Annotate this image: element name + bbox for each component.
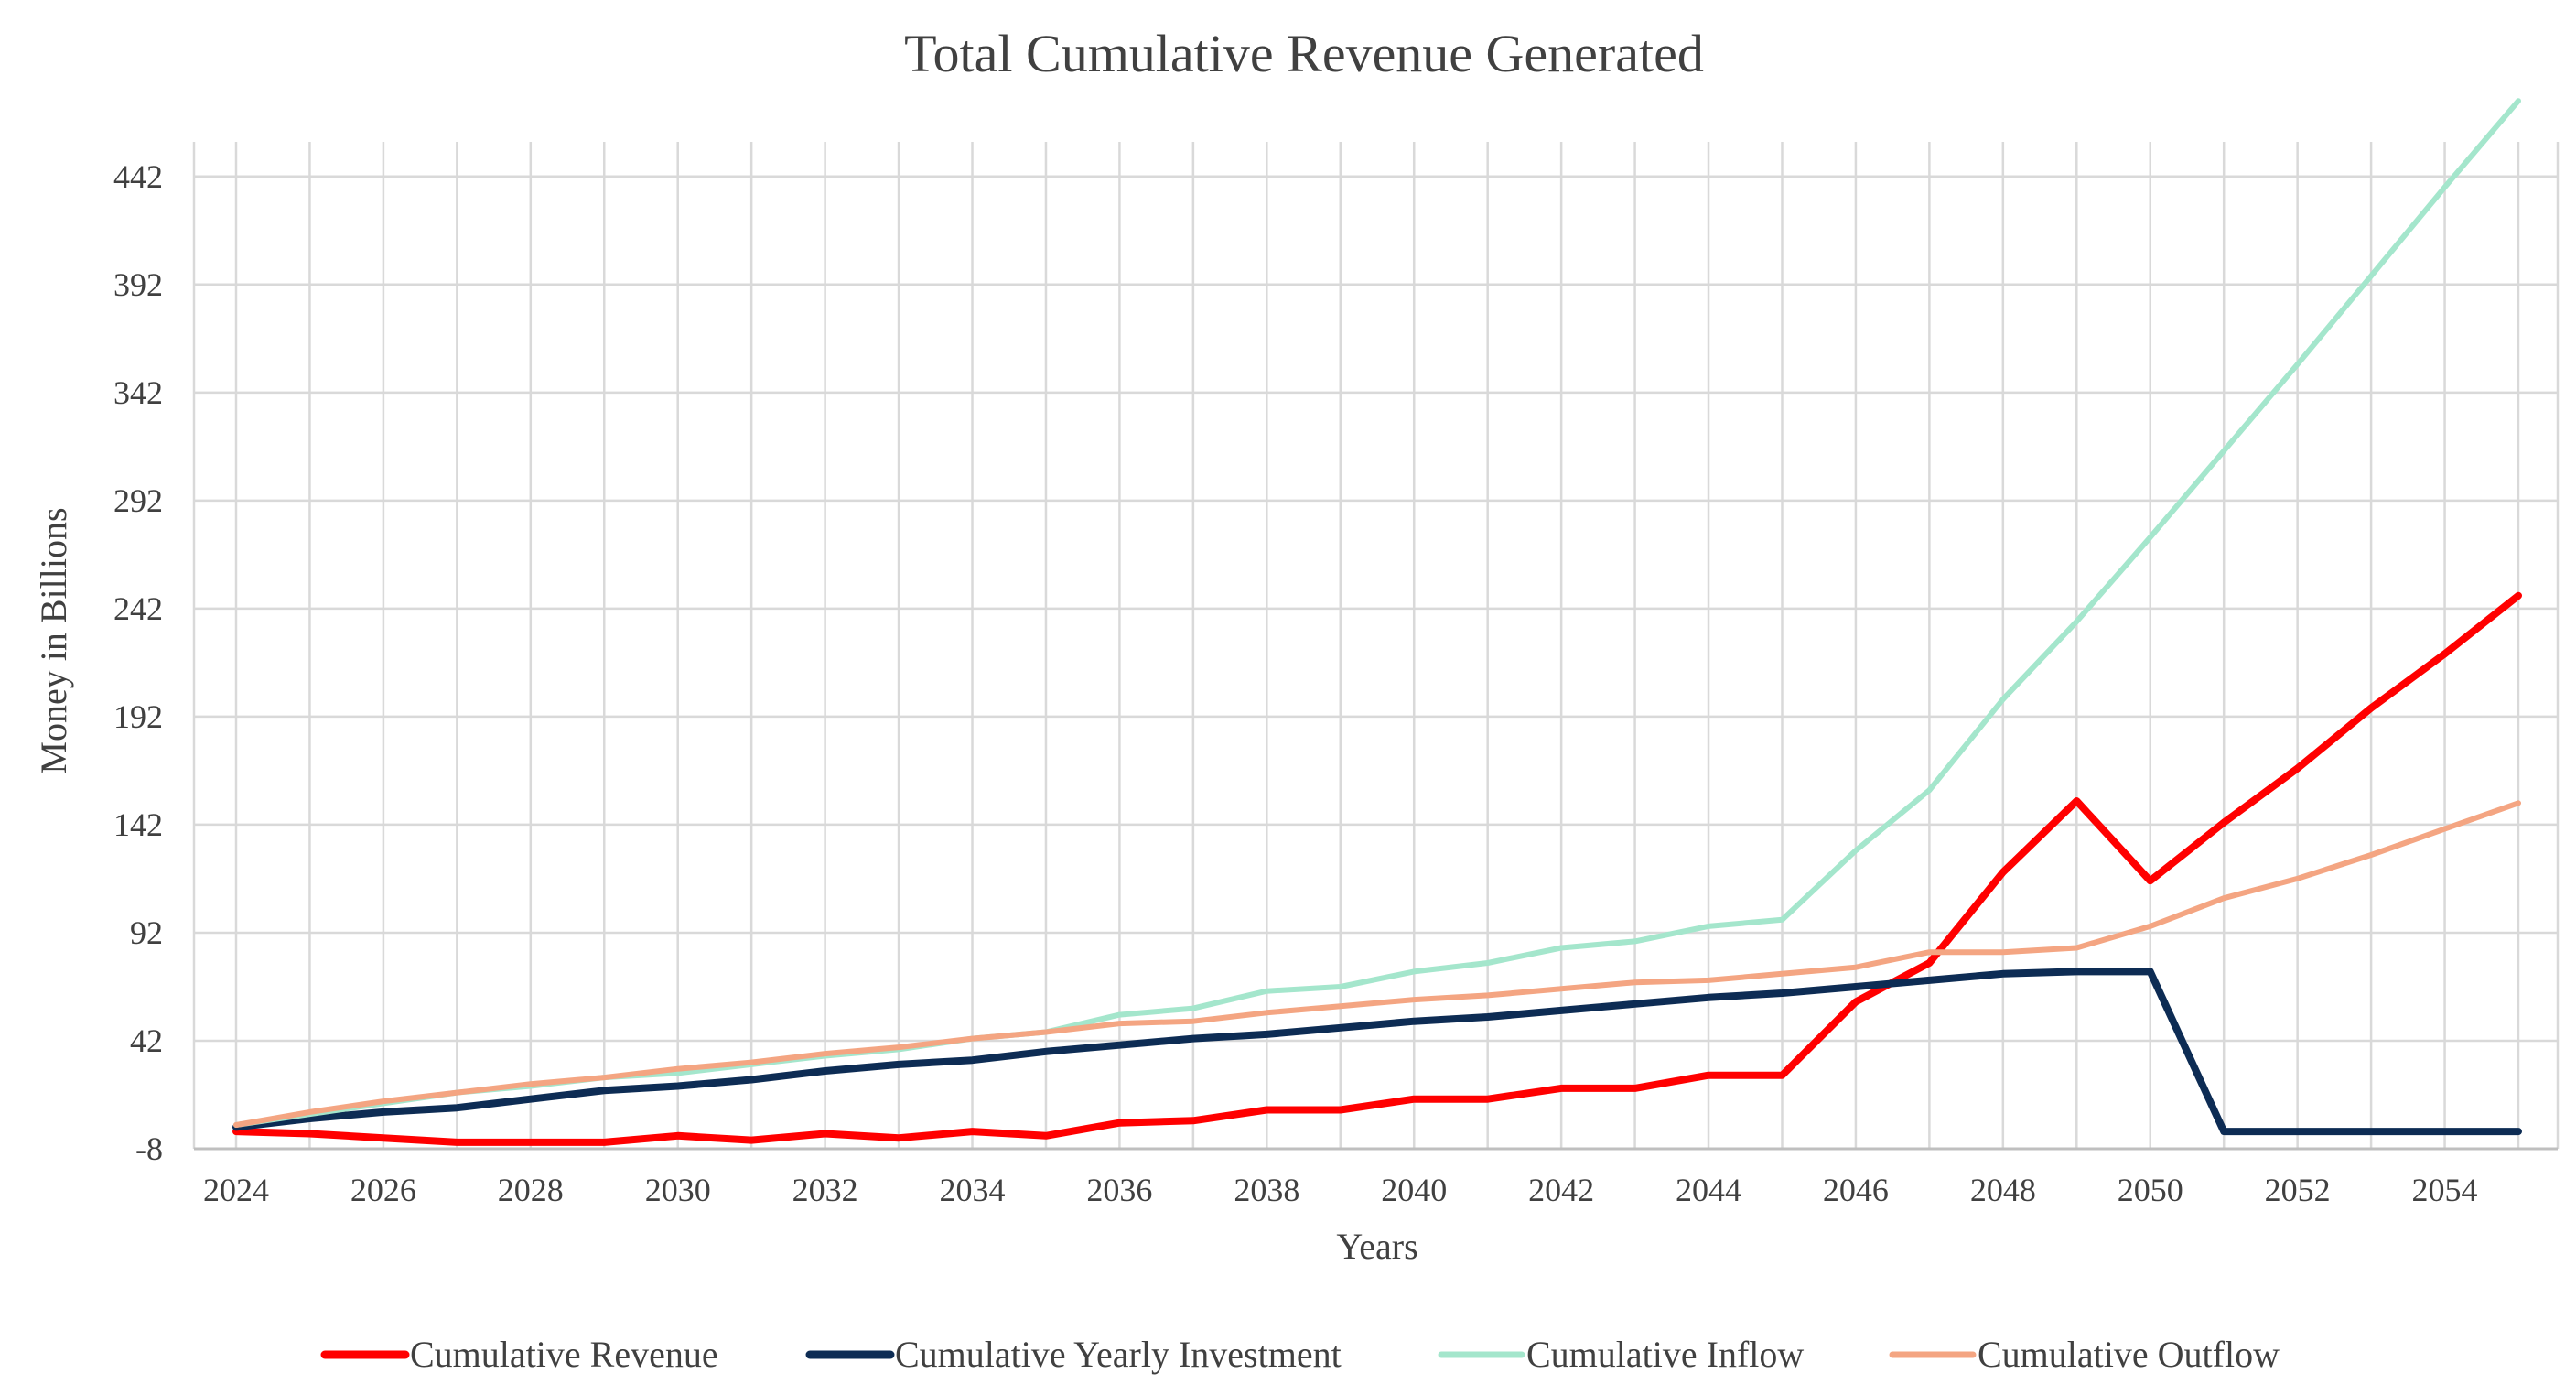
x-tick-label: 2034 <box>940 1172 1006 1208</box>
legend-label: Cumulative Outflow <box>1978 1334 2280 1375</box>
x-tick-label: 2028 <box>498 1172 564 1208</box>
x-tick-label: 2042 <box>1528 1172 1594 1208</box>
x-tick-label: 2036 <box>1086 1172 1152 1208</box>
x-tick-label: 2024 <box>203 1172 269 1208</box>
series-layer <box>232 98 2522 1146</box>
y-tick-label: -8 <box>135 1130 163 1167</box>
x-tick-label: 2054 <box>2412 1172 2478 1208</box>
x-tick-label: 2040 <box>1381 1172 1447 1208</box>
y-tick-label: 192 <box>113 698 163 735</box>
y-tick-label: 392 <box>113 266 163 303</box>
y-tick-label: 42 <box>130 1022 163 1059</box>
x-tick-label: 2050 <box>2118 1172 2183 1208</box>
y-tick-label: 442 <box>113 158 163 195</box>
chart-title: Total Cumulative Revenue Generated <box>904 24 1704 83</box>
y-tick-label: 342 <box>113 374 163 411</box>
legend-label: Cumulative Yearly Investment <box>895 1334 1342 1375</box>
x-axis-label: Years <box>1336 1226 1417 1267</box>
y-tick-label: 242 <box>113 590 163 627</box>
x-tick-label: 2038 <box>1234 1172 1299 1208</box>
series-line-cumulative-revenue <box>232 591 2522 1146</box>
legend-label: Cumulative Revenue <box>410 1334 718 1375</box>
x-axis-ticks: 2024 2026 2028 2030 2032 2034 2036 2038 2040 2042… <box>203 1172 2478 1208</box>
series-line-cumulative-yearly-investment <box>232 968 2522 1136</box>
y-tick-label: 142 <box>113 806 163 843</box>
x-tick-label: 2046 <box>1823 1172 1889 1208</box>
y-axis-label: Money in Billions <box>33 507 74 773</box>
x-tick-label: 2032 <box>792 1172 858 1208</box>
x-tick-label: 2052 <box>2265 1172 2331 1208</box>
x-tick-label: 2048 <box>1970 1172 2036 1208</box>
y-tick-label: 92 <box>130 914 163 951</box>
y-tick-label: 292 <box>113 482 163 519</box>
legend-label: Cumulative Inflow <box>1526 1334 1804 1375</box>
series-line-cumulative-outflow <box>233 800 2521 1128</box>
legend: Cumulative Revenue Cumulative Yearly Inve… <box>320 1334 2280 1375</box>
y-axis-ticks: -8 42 92 142 192 242 292 342 392 442 <box>113 158 163 1167</box>
x-tick-label: 2026 <box>350 1172 416 1208</box>
grid <box>192 142 2560 1151</box>
x-tick-label: 2030 <box>645 1172 711 1208</box>
x-tick-label: 2044 <box>1676 1172 1741 1208</box>
